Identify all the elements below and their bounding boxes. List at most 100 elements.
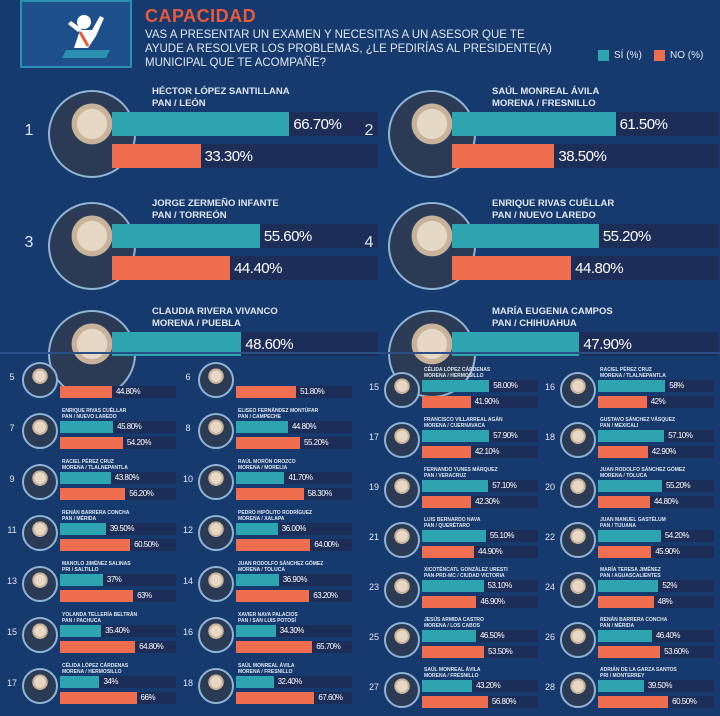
candidate-party: MORENA / FRESNILLO (424, 673, 479, 680)
yes-value-label: 34.30% (279, 626, 305, 635)
candidate-row: 1 HÉCTOR LÓPEZ SANTILLANA PAN / LEÓN 66.70%… (18, 86, 378, 204)
yes-value-label: 32.40% (277, 677, 303, 686)
candidate-photo (560, 522, 596, 558)
no-value-label: 48% (657, 597, 673, 606)
no-value-label: 44.80% (575, 259, 624, 277)
yes-value-label: 61.50% (619, 115, 668, 133)
candidate-name: ENRIQUE RIVAS CUÉLLAR (492, 198, 615, 209)
rank-number: 5 (9, 372, 15, 382)
no-value-label: 44.80% (115, 387, 141, 396)
candidate-photo (384, 522, 420, 558)
no-value-label: 66% (140, 693, 156, 702)
yes-value-label: 43.20% (476, 681, 501, 690)
candidate-photo (560, 622, 596, 658)
rank-number: 8 (185, 423, 191, 433)
yes-value-label: 46.40% (655, 631, 681, 640)
legend-yes-swatch (598, 50, 609, 61)
candidate-row: 6 51.80% (180, 354, 352, 404)
page-title: CAPACIDAD (145, 6, 257, 26)
candidate-name: ADRIÁN DE LA GARZA SANTOS (600, 667, 677, 673)
yes-bar (422, 380, 490, 392)
candidate-photo (22, 464, 58, 500)
candidate-photo (22, 515, 58, 551)
yes-value-label: 57.10% (492, 481, 517, 490)
yes-value-label: 66.70% (293, 115, 342, 133)
no-bar (598, 446, 648, 458)
rank-number: 4 (364, 234, 374, 251)
candidate-row: 2 SAÚL MONREAL ÁVILA MORENA / FRESNILLO 61.… (358, 86, 718, 204)
legend-no-swatch (654, 50, 665, 61)
rank-number: 22 (544, 532, 555, 542)
candidate-photo (384, 572, 420, 608)
yes-bar (236, 523, 278, 535)
candidate-photo (560, 422, 596, 458)
candidate-row: 26 RENÁN BARRERA CONCHA PAN / MÉRIDA 46.40%… (542, 614, 714, 664)
yes-bar (236, 676, 274, 688)
candidate-party: MORENA / TLALNEPANTLA (62, 465, 128, 472)
yes-bar (598, 480, 663, 492)
yes-value-label: 36.00% (281, 524, 307, 533)
candidate-party: MORENA / LOS CABOS (424, 623, 480, 630)
no-bar (236, 539, 311, 551)
candidate-name: FRANCISCO VILLARREAL AGÁN (424, 417, 503, 423)
legend-yes-label: SÍ (%) (614, 50, 642, 61)
no-bar (598, 396, 647, 408)
candidate-photo (22, 617, 58, 653)
yes-value-label: 35.40% (105, 626, 130, 635)
candidate-name: XICOTÉNCATL GONZÁLEZ URESTI (424, 567, 508, 573)
yes-value-label: 46.50% (479, 631, 505, 640)
no-value-label: 53.50% (488, 647, 513, 656)
candidate-row: 21 LUIS BERNARDO NAVA PAN / QUERÉTARO 55.10… (366, 514, 538, 564)
yes-bar (598, 530, 661, 542)
candidate-name: ENRIQUE RIVAS CUÉLLAR (62, 408, 127, 414)
no-value-label: 42.30% (475, 497, 500, 506)
candidate-row: 18 GUSTAVO SÁNCHEZ VÁSQUEZ PAN / MEXICALI 5… (542, 414, 714, 464)
candidate-row: 16 XAVIER NAVA PALACIOS PAN / SAN LUIS POT… (180, 609, 352, 659)
yes-value-label: 37% (106, 575, 122, 584)
candidate-party: MORENA / HERMOSILLO (424, 373, 484, 380)
rank-number: 21 (368, 532, 379, 542)
rank-number: 15 (368, 382, 379, 392)
rank-number: 2 (364, 122, 374, 139)
candidate-name: FERNANDO YUNES MÁRQUEZ (424, 467, 498, 473)
candidate-name: JORGE ZERMEÑO INFANTE (152, 198, 279, 209)
no-value-label: 64.80% (139, 642, 164, 651)
yes-bar (60, 676, 100, 688)
no-bar (60, 386, 112, 398)
rank-number: 12 (182, 525, 193, 535)
candidate-party: MORENA / MORELIA (238, 465, 288, 472)
candidate-photo (198, 566, 234, 602)
yes-value-label: 55.20% (602, 227, 651, 245)
no-bar (60, 590, 134, 602)
no-bar (422, 646, 485, 658)
candidate-row: 23 XICOTÉNCATL GONZÁLEZ URESTI PAN-PRD-MC … (366, 564, 538, 614)
candidate-row: 3 JORGE ZERMEÑO INFANTE PAN / TORREÓN 55.60… (18, 198, 378, 316)
candidate-party: MORENA / HERMOSILLO (62, 669, 122, 676)
yes-value-label: 55.20% (666, 481, 691, 490)
no-value-label: 65.70% (316, 642, 341, 651)
candidate-photo (22, 668, 58, 704)
rank-number: 10 (182, 474, 193, 484)
rank-number: 15 (6, 627, 17, 637)
no-bar (598, 496, 650, 508)
candidate-party: MORENA / CUERNAVACA (424, 423, 486, 430)
candidate-party: PAN / MÉRIDA (600, 623, 635, 630)
candidate-name: MANOLO JIMÉNEZ SALINAS (62, 561, 131, 567)
yes-bar (236, 574, 279, 586)
yes-bar (598, 430, 665, 442)
candidate-photo (384, 472, 420, 508)
yes-value-label: 52% (662, 581, 677, 590)
candidate-party: PAN / AGUASCALIENTES (600, 573, 661, 580)
no-value-label: 42.10% (474, 447, 500, 456)
no-bar (422, 696, 488, 708)
yes-bar (452, 112, 616, 136)
candidate-name: JUAN RODOLFO SÁNCHEZ GÓMEZ (238, 561, 324, 567)
candidate-party: PAN-PRD-MC / CIUDAD VICTORIA (424, 573, 505, 580)
rank-number: 11 (7, 525, 17, 535)
rank-number: 17 (6, 678, 17, 688)
no-value-label: 46.90% (480, 597, 505, 606)
rank-number: 27 (368, 682, 379, 692)
candidate-row: 19 FERNANDO YUNES MÁRQUEZ PAN / VERACRUZ 57… (366, 464, 538, 514)
candidate-photo (384, 622, 420, 658)
rank-number: 25 (368, 632, 379, 642)
